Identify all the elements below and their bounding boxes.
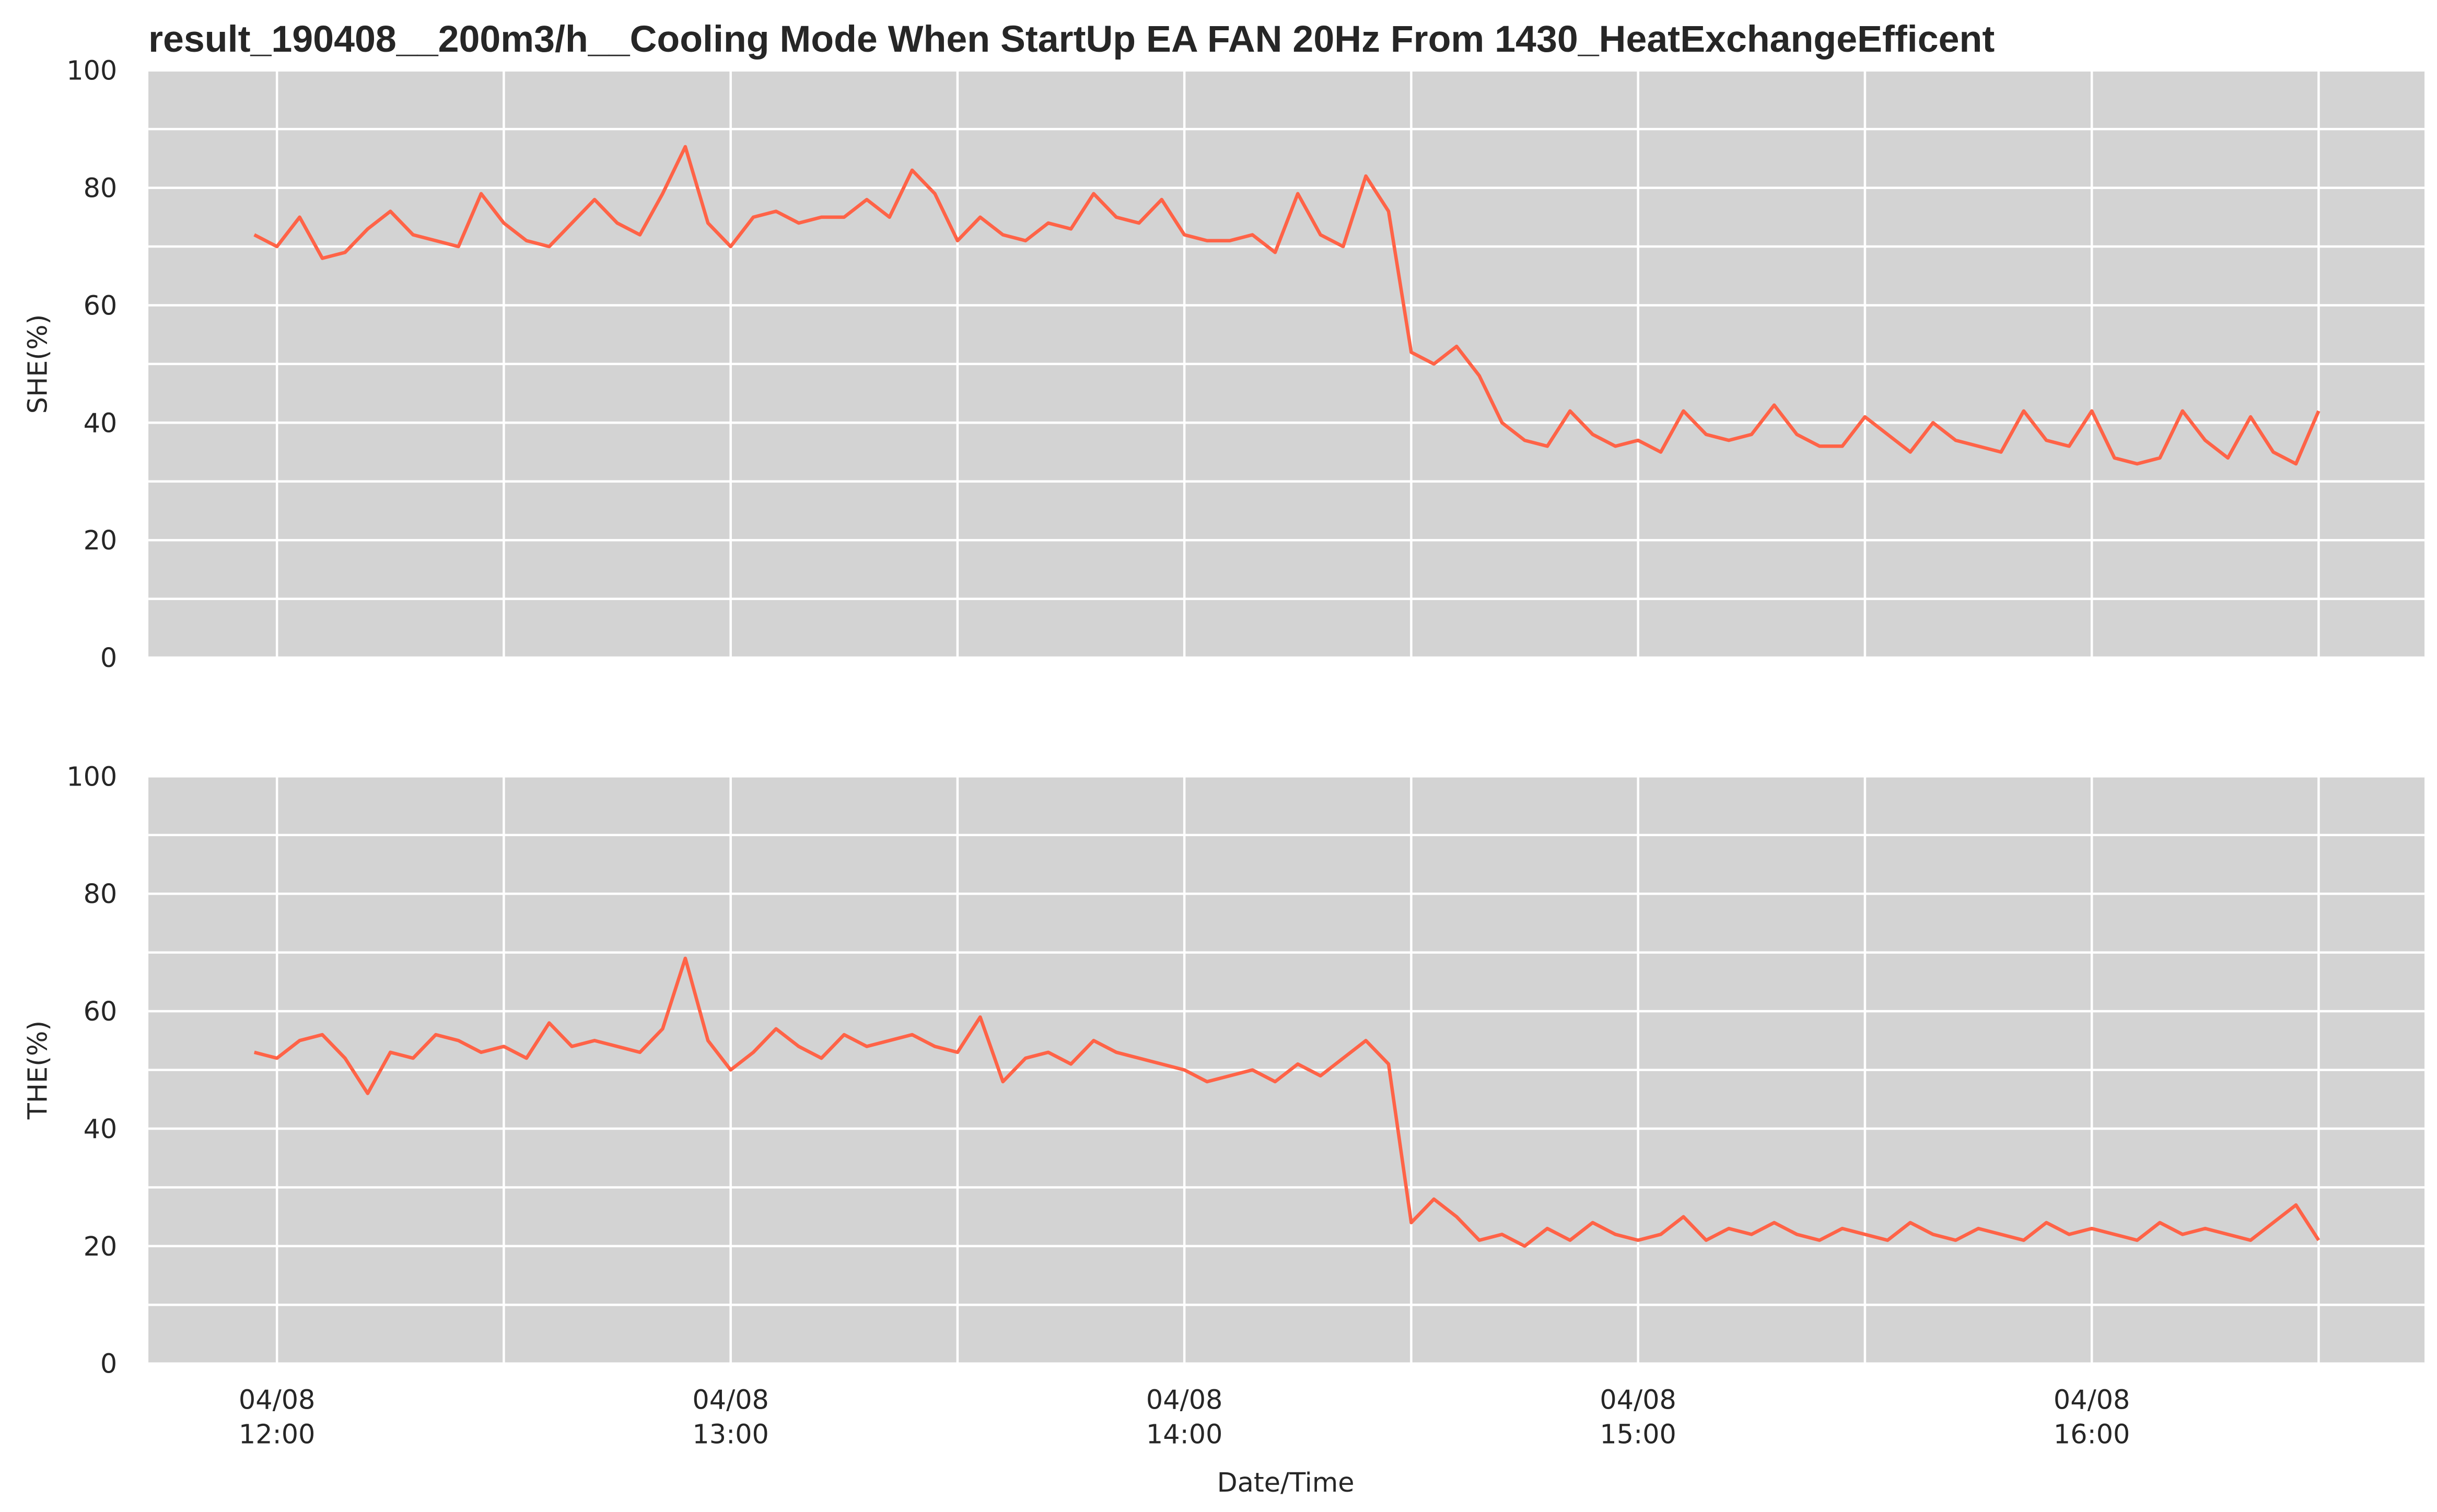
y-tick-label: 100 — [66, 761, 117, 792]
y-tick-label: 0 — [100, 1349, 117, 1379]
x-axis-label: Date/Time — [1217, 1467, 1355, 1498]
y-tick-label: 0 — [100, 642, 117, 673]
data-line — [253, 145, 2321, 466]
data-line — [253, 956, 2321, 1248]
y-tick-label: 20 — [84, 1231, 118, 1262]
x-tick-label: 04/08 12:00 — [239, 1384, 315, 1449]
y-tick-label: 80 — [84, 173, 118, 204]
y-tick-label: 100 — [66, 55, 117, 86]
y-tick-label: 60 — [84, 290, 118, 321]
y-tick-label: 80 — [84, 878, 118, 909]
y-axis-label: SHE(%) — [22, 314, 53, 414]
y-tick-label: 20 — [84, 525, 118, 556]
y-tick-label: 40 — [84, 1114, 118, 1144]
chart-title: result_190408__200m3/h__Cooling Mode Whe… — [148, 18, 1995, 60]
x-tick-label: 04/08 16:00 — [2054, 1384, 2130, 1449]
x-tick-label: 04/08 15:00 — [1600, 1384, 1676, 1449]
y-axis-label: THE(%) — [22, 1021, 53, 1120]
x-tick-label: 04/08 14:00 — [1146, 1384, 1222, 1449]
x-tick-label: 04/08 13:00 — [692, 1384, 768, 1449]
y-tick-label: 40 — [84, 407, 118, 438]
y-tick-label: 60 — [84, 996, 118, 1027]
